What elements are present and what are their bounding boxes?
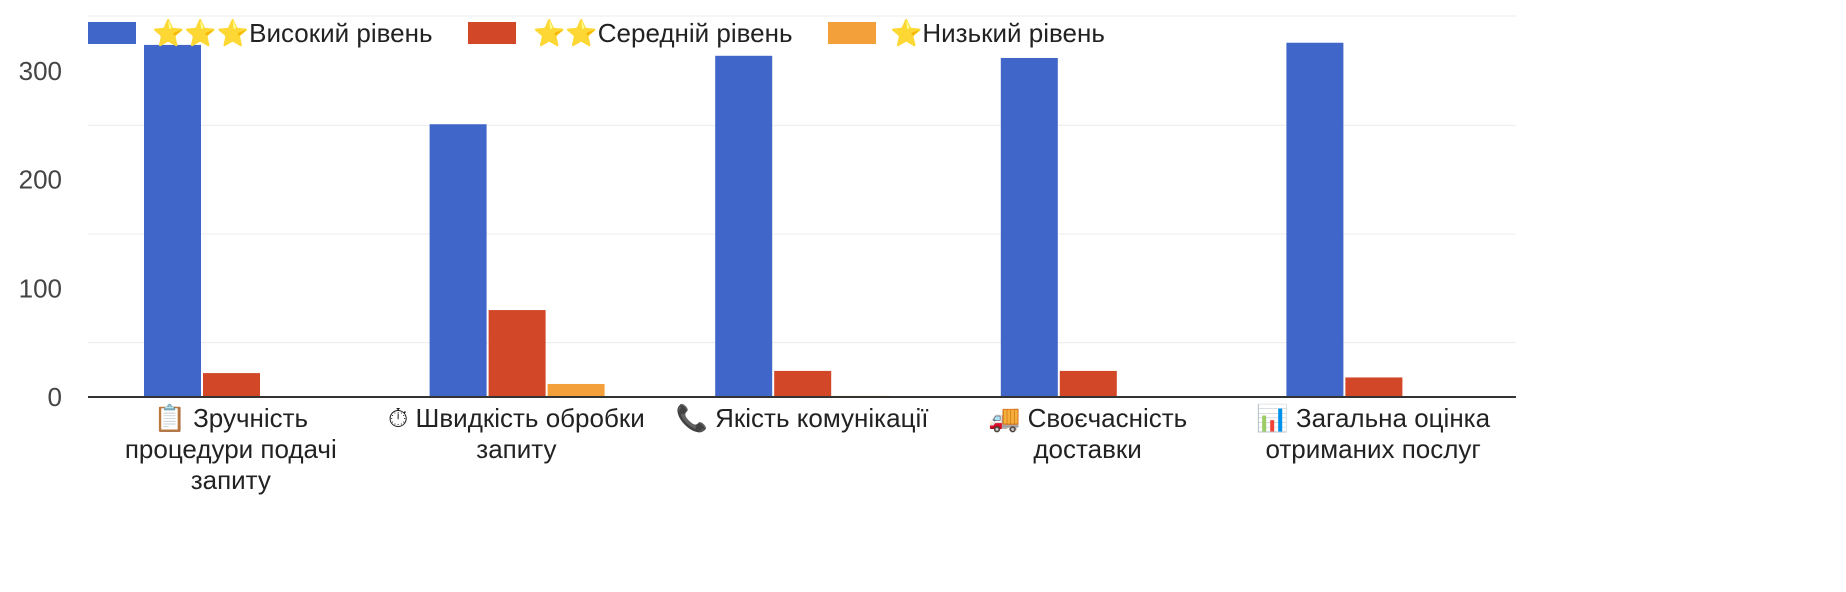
bars-layer [144, 42, 1403, 398]
legend-swatch [88, 22, 136, 44]
legend-item-medium[interactable]: ⭐⭐Середній рівень [468, 18, 793, 48]
legend-label: ⭐⭐⭐Високий рівень [152, 18, 433, 48]
legend-item-low[interactable]: ⭐Низький рівень [828, 18, 1105, 48]
axis-layer: 0 100 200 300 📋 Зручність процедури подачі зап… [19, 56, 1516, 495]
bar-high-3[interactable] [1000, 57, 1058, 398]
grid-layer [88, 15, 1516, 344]
bar-high-4[interactable] [1286, 42, 1344, 397]
x-category-label: 📋 Зручність процедури подачі запиту [125, 403, 337, 495]
y-tick-label: 300 [19, 56, 62, 86]
y-tick-label: 100 [19, 273, 62, 303]
legend-item-high[interactable]: ⭐⭐⭐Високий рівень [88, 18, 433, 48]
bar-medium-3[interactable] [1059, 370, 1117, 397]
bar-high-2[interactable] [715, 55, 773, 397]
legend-swatch [828, 22, 876, 44]
bar-low-1[interactable] [547, 383, 605, 397]
bar-medium-2[interactable] [774, 370, 832, 397]
bar-medium-1[interactable] [488, 310, 546, 397]
bar-medium-0[interactable] [203, 373, 260, 397]
legend[interactable]: ⭐⭐⭐Високий рівень ⭐⭐Середній рівень ⭐Низьк… [88, 18, 1105, 48]
bar-high-1[interactable] [429, 124, 487, 397]
y-tick-label: 200 [19, 165, 62, 195]
bar-high-0[interactable] [144, 44, 201, 398]
x-category-label: 🚚 Своєчасність доставки [988, 403, 1187, 464]
legend-label: ⭐⭐Середній рівень [533, 18, 793, 48]
legend-label: ⭐Низький рівень [890, 18, 1105, 48]
x-category-label: ⏱ Швидкість обробки запиту [388, 403, 645, 464]
y-tick-label: 0 [48, 382, 62, 412]
x-category-label: 📞 Якість комунікації [676, 401, 929, 433]
x-category-label: 📊 Загальна оцінка отриманих послуг [1256, 403, 1490, 464]
legend-swatch [468, 22, 516, 44]
bar-medium-4[interactable] [1345, 377, 1403, 397]
